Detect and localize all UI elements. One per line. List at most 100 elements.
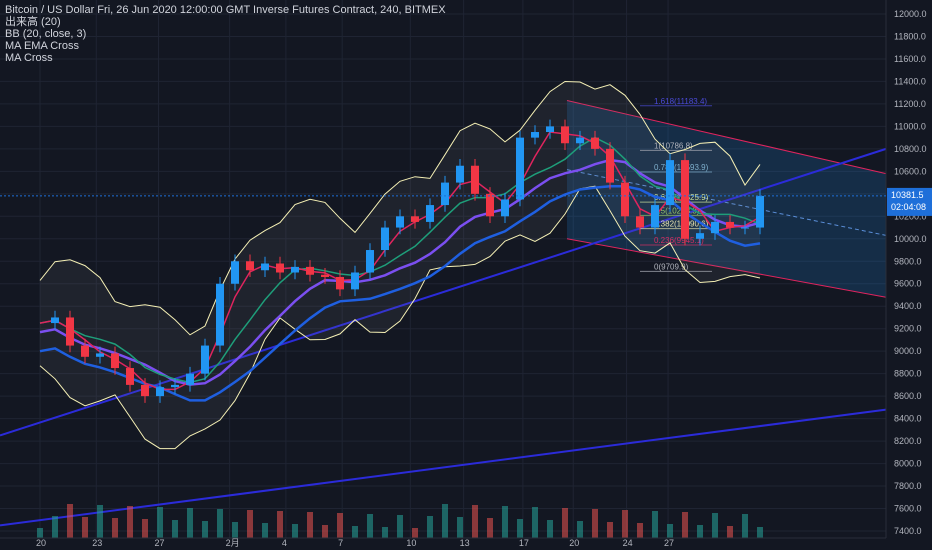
candle[interactable] <box>546 126 554 133</box>
candle[interactable] <box>66 317 74 346</box>
candle[interactable] <box>696 233 704 239</box>
candle[interactable] <box>486 193 494 217</box>
regression-channel-fill <box>567 100 886 298</box>
bollinger-upper[interactable] <box>39 80 761 336</box>
channel-mid-line[interactable] <box>566 169 887 236</box>
candle[interactable] <box>711 221 719 234</box>
volume-bar <box>247 510 253 538</box>
candle[interactable] <box>291 266 299 273</box>
volume-bar <box>757 527 763 538</box>
ema-line[interactable] <box>39 136 761 384</box>
price-axis-label: 9800.0 <box>894 256 922 266</box>
candle[interactable] <box>681 160 689 239</box>
volume-bar <box>547 520 553 538</box>
candle[interactable] <box>651 205 659 228</box>
candle[interactable] <box>171 384 179 388</box>
volume-bar <box>682 512 688 538</box>
candle[interactable] <box>501 199 509 217</box>
candle[interactable] <box>381 227 389 251</box>
volume-bar <box>607 522 613 538</box>
candle[interactable] <box>396 216 404 228</box>
fib-level-label: 0.236(9945.1) <box>654 236 704 245</box>
candle[interactable] <box>321 274 329 277</box>
candle[interactable] <box>216 283 224 346</box>
legend-ma-cross[interactable]: MA Cross <box>5 52 53 64</box>
candle[interactable] <box>756 195 764 228</box>
candle[interactable] <box>126 368 134 385</box>
bollinger-lower[interactable] <box>39 185 761 450</box>
fib-level-label: 1.618(11183.4) <box>654 97 707 106</box>
volume-bar <box>112 518 118 538</box>
candle[interactable] <box>441 182 449 206</box>
candle[interactable] <box>141 384 149 397</box>
candle[interactable] <box>366 250 374 273</box>
candle[interactable] <box>96 353 104 357</box>
price-axis-label: 8600.0 <box>894 391 922 401</box>
volume-bar <box>442 504 448 538</box>
volume-bar <box>262 523 268 538</box>
candle[interactable] <box>666 160 674 206</box>
price-axis-label: 8000.0 <box>894 459 922 469</box>
price-axis-label: 7600.0 <box>894 504 922 514</box>
candle[interactable] <box>201 345 209 374</box>
volume-bar <box>322 525 328 538</box>
countdown-timer: 02:04:08 <box>891 202 926 212</box>
candle[interactable] <box>606 148 614 183</box>
volume-bar <box>622 510 628 538</box>
candle[interactable] <box>456 165 464 183</box>
candle[interactable] <box>411 216 419 222</box>
candle[interactable] <box>621 182 629 217</box>
price-axis-label: 8800.0 <box>894 369 922 379</box>
candle[interactable] <box>636 216 644 228</box>
candle[interactable] <box>81 345 89 357</box>
trend-line-lower[interactable] <box>0 408 887 527</box>
volume-bar <box>562 508 568 538</box>
candle[interactable] <box>591 137 599 149</box>
candle[interactable] <box>531 132 539 138</box>
volume-bar <box>457 517 463 538</box>
volume-bar <box>592 509 598 538</box>
price-axis-label: 9000.0 <box>894 346 922 356</box>
candle[interactable] <box>426 205 434 222</box>
legend-ema-cross[interactable]: MA EMA Cross <box>5 40 79 52</box>
candle[interactable] <box>741 227 749 229</box>
volume-bar <box>67 504 73 538</box>
volume-bar <box>712 513 718 538</box>
volume-bar <box>382 527 388 538</box>
current-price-tag[interactable] <box>887 187 932 216</box>
candle[interactable] <box>51 317 59 324</box>
candle[interactable] <box>471 165 479 194</box>
candle[interactable] <box>231 261 239 284</box>
channel-lower-line[interactable] <box>566 238 887 298</box>
candle[interactable] <box>306 266 314 275</box>
fib-level-label: 1(10786.8) <box>654 141 693 150</box>
time-axis-label: 7 <box>338 538 343 548</box>
volume-bar <box>52 516 58 538</box>
time-axis-label: 20 <box>36 538 46 548</box>
price-axis-label: 11800.0 <box>894 31 926 41</box>
legend-bollinger[interactable]: BB (20, close, 3) <box>5 28 87 40</box>
volume-bar <box>232 522 238 538</box>
volume-bar <box>427 516 433 538</box>
candle[interactable] <box>156 387 164 397</box>
candle[interactable] <box>336 276 344 290</box>
price-axis-label: 7400.0 <box>894 526 922 536</box>
volume-bar <box>667 524 673 538</box>
ma-mid-line[interactable] <box>39 158 761 386</box>
candle[interactable] <box>111 353 119 369</box>
candle[interactable] <box>261 263 269 271</box>
candle[interactable] <box>351 272 359 290</box>
candle[interactable] <box>246 261 254 271</box>
channel-upper-line[interactable] <box>566 100 887 175</box>
candle[interactable] <box>726 221 734 228</box>
candle[interactable] <box>561 126 569 144</box>
volume-bar <box>352 526 358 538</box>
candle[interactable] <box>276 263 284 273</box>
candle[interactable] <box>186 373 194 385</box>
candle[interactable] <box>576 137 584 144</box>
price-axis-label: 7800.0 <box>894 481 922 491</box>
candle[interactable] <box>516 137 524 200</box>
legend-volume[interactable]: 出来高 (20) <box>5 16 61 28</box>
